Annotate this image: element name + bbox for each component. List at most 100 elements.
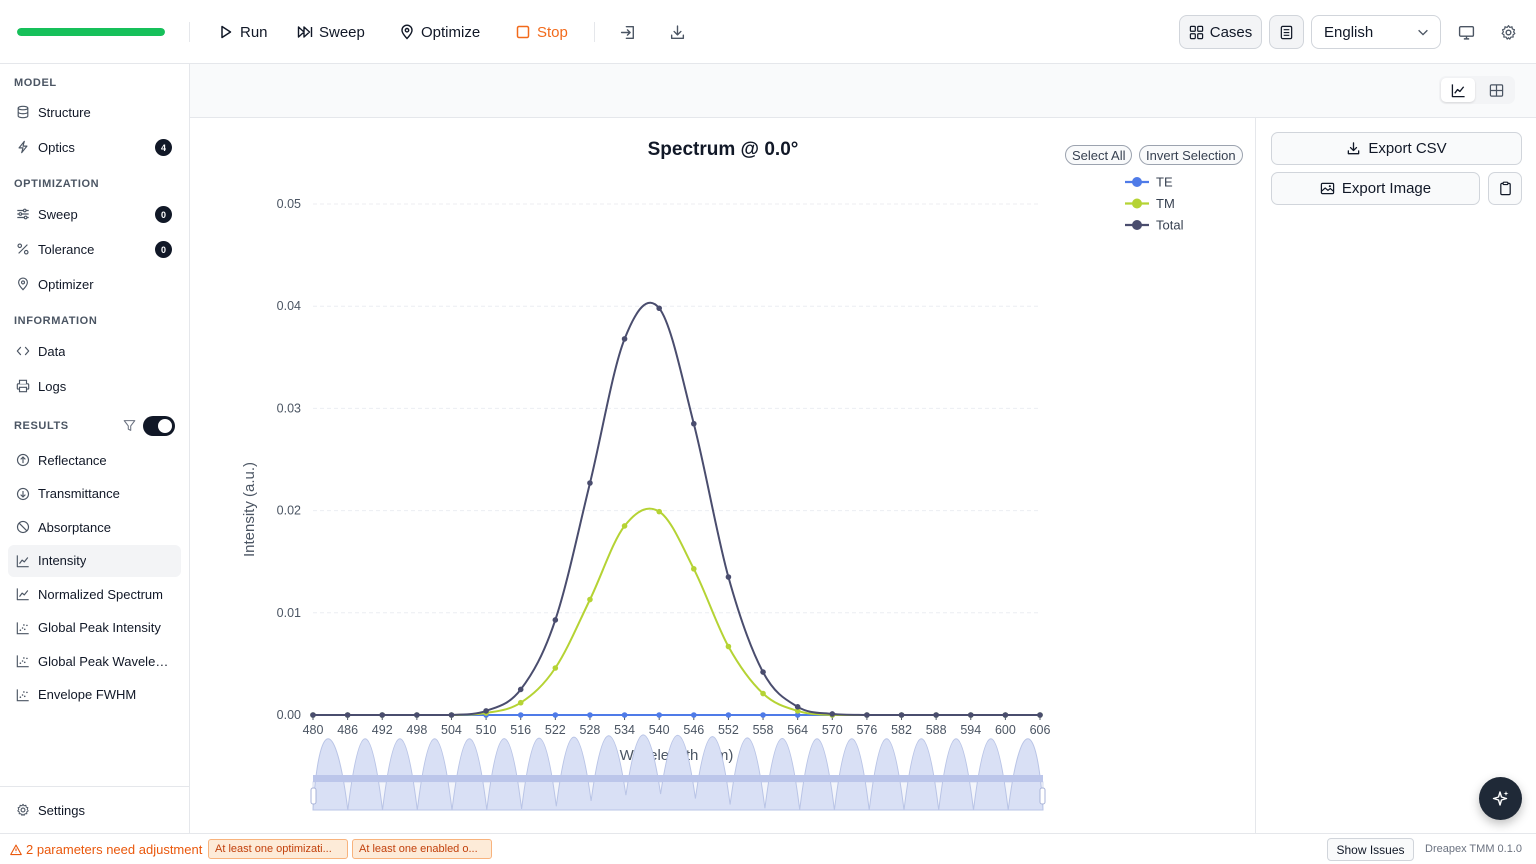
sidebar-item-label: Global Peak Intensity (38, 620, 161, 635)
sidebar-item-optimizer[interactable]: Optimizer (8, 268, 181, 300)
sidebar-item-global-peak-wavelen[interactable]: Global Peak Wavelen... (8, 645, 181, 677)
chevron-down-icon (1418, 29, 1428, 36)
count-badge: 0 (155, 241, 172, 258)
x-tick-label: 570 (822, 723, 843, 737)
settings-button[interactable] (1496, 20, 1520, 44)
chart-title: Spectrum @ 0.0° (648, 139, 799, 160)
sidebar-item-logs[interactable]: Logs (8, 370, 181, 402)
select-all-button[interactable]: Select All (1065, 145, 1133, 165)
y-tick-label: 0.00 (277, 708, 301, 722)
data-point-total (967, 712, 974, 718)
x-tick-label: 558 (753, 723, 774, 737)
play-icon (221, 25, 232, 39)
cases-button[interactable]: Cases (1179, 15, 1262, 49)
data-point-te (552, 712, 559, 718)
spectrum-chart[interactable]: Spectrum @ 0.0° 0.00 0.01 0.02 0.03 0.04 0.05 4… (190, 118, 1255, 833)
export-image-button[interactable]: Export Image (1271, 172, 1480, 205)
invert-selection-button[interactable]: Invert Selection (1139, 145, 1243, 165)
download-button[interactable] (665, 20, 689, 44)
data-point-total (448, 712, 455, 718)
sidebar-item-settings[interactable]: Settings (8, 794, 181, 826)
import-button[interactable] (616, 20, 640, 44)
line-chart-icon (16, 588, 29, 601)
x-tick-label: 498 (406, 723, 427, 737)
language-value: English (1324, 23, 1374, 41)
results-toggle[interactable] (143, 416, 175, 436)
warning-text: 2 parameters need adjustment (26, 842, 203, 857)
run-button[interactable]: Run (218, 18, 268, 46)
sidebar-item-transmittance[interactable]: Transmittance (8, 478, 181, 510)
display-button[interactable] (1454, 20, 1478, 44)
data-point-te (656, 712, 662, 718)
x-tick-label: 480 (303, 723, 324, 737)
sidebar-item-sweep[interactable]: Sweep 0 (8, 198, 181, 230)
view-toolbar (190, 64, 1536, 118)
fast-forward-icon (297, 26, 313, 38)
filter-icon[interactable] (123, 419, 136, 432)
copy-image-button[interactable] (1488, 172, 1522, 205)
export-csv-button[interactable]: Export CSV (1271, 132, 1522, 165)
export-image-label: Export Image (1341, 180, 1432, 197)
sidebar-item-label: Data (38, 343, 66, 359)
export-panel: Export CSV Export Image (1255, 118, 1536, 833)
chart-view-button[interactable] (1441, 78, 1475, 102)
gear-icon (1501, 24, 1515, 40)
toolbar-divider (189, 22, 190, 42)
data-point-te (587, 712, 593, 718)
language-select[interactable]: English (1311, 15, 1441, 49)
issue-chip[interactable]: At least one optimizati... (208, 839, 348, 859)
sidebar-item-global-peak-intensity[interactable]: Global Peak Intensity (8, 612, 181, 644)
sidebar-item-normalized-spectrum[interactable]: Normalized Spectrum (8, 578, 181, 610)
optimize-button[interactable]: Optimize (399, 18, 480, 46)
data-point-total (1002, 712, 1009, 718)
view-mode-toggle (1439, 76, 1515, 104)
sidebar-item-structure[interactable]: Structure (8, 96, 181, 128)
sidebar-item-label: Settings (38, 802, 85, 818)
scatter-chart-icon (16, 688, 29, 701)
issue-chip[interactable]: At least one enabled o... (352, 839, 492, 859)
x-tick-label: 606 (1030, 723, 1051, 737)
sidebar-item-absorptance[interactable]: Absorptance (8, 511, 181, 543)
status-bar: 2 parameters need adjustment At least on… (0, 833, 1536, 864)
show-issues-button[interactable]: Show Issues (1327, 838, 1414, 861)
sidebar-item-reflectance[interactable]: Reflectance (8, 444, 181, 476)
sidebar-item-label: Optics (38, 139, 75, 155)
scatter-chart-icon (16, 621, 29, 634)
image-icon (1320, 182, 1335, 195)
sweep-label: Sweep (319, 23, 365, 41)
clipboard-icon (1499, 181, 1511, 196)
sidebar-item-optics[interactable]: Optics 4 (8, 131, 181, 163)
top-toolbar: Run Sweep Optimize Stop Cases English (0, 0, 1536, 64)
table-view-button[interactable] (1479, 78, 1513, 102)
sidebar-item-envelope-fwhm[interactable]: Envelope FWHM (8, 679, 181, 711)
import-icon (620, 25, 634, 39)
data-point-total (933, 712, 939, 718)
data-point-total (725, 574, 732, 580)
data-point-tm (760, 690, 766, 697)
version-label: Dreapex TMM 0.1.0 (1425, 843, 1523, 855)
notes-button[interactable] (1269, 15, 1304, 49)
download-icon (1348, 142, 1360, 155)
sweep-button[interactable]: Sweep (297, 18, 365, 46)
x-tick-label: 546 (683, 723, 704, 737)
data-point-total (517, 686, 524, 693)
count-badge: 4 (155, 139, 172, 156)
warning-message[interactable]: 2 parameters need adjustment (10, 842, 202, 857)
scatter-chart-icon (16, 655, 29, 668)
legend-marker-tm (1132, 198, 1142, 209)
sidebar-item-intensity[interactable]: Intensity (8, 544, 181, 577)
stop-button[interactable]: Stop (515, 18, 568, 46)
map-pin-icon (401, 24, 413, 40)
sidebar-item-data[interactable]: Data (8, 335, 181, 367)
gear-icon (17, 803, 29, 816)
ai-assistant-button[interactable] (1479, 777, 1522, 820)
x-tick-label: 594 (960, 723, 981, 737)
line-chart-icon (16, 554, 29, 567)
sidebar-item-label: Absorptance (38, 519, 111, 535)
sidebar-item-tolerance[interactable]: Tolerance 0 (8, 233, 181, 265)
y-tick-label: 0.04 (277, 299, 301, 313)
chart-panel: Spectrum @ 0.0° 0.00 0.01 0.02 0.03 0.04 0.05 4… (190, 118, 1255, 833)
data-point-tm (691, 566, 697, 572)
x-tick-label: 492 (372, 723, 393, 737)
zoom-slider-right-handle (1039, 787, 1046, 805)
